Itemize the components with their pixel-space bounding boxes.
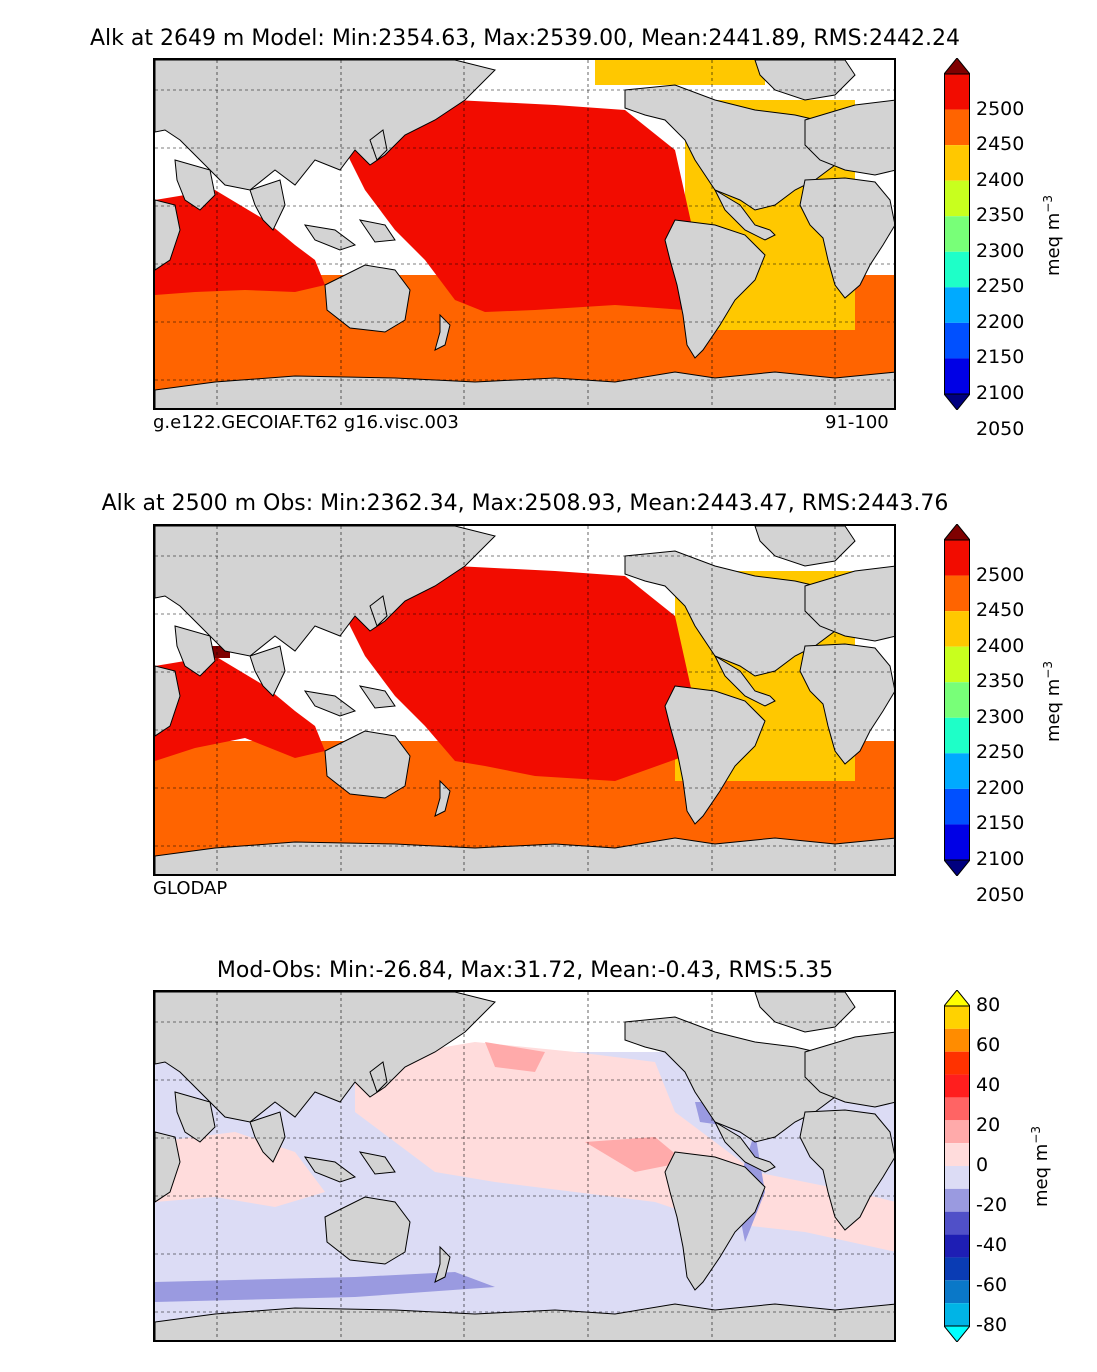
colorbar-tick-label: 2500 (976, 563, 1025, 586)
colorbar-tick-label: 2100 (976, 382, 1025, 404)
colorbar-swatch (944, 109, 970, 146)
field-arctic (595, 60, 765, 85)
colorbar-swatch (944, 717, 970, 754)
colorbar-tick-label: 2450 (976, 133, 1025, 156)
colorbar-swatch (944, 1257, 970, 1281)
colorbar (942, 57, 972, 411)
colorbar-tick-label: 2250 (976, 741, 1025, 764)
colorbar-swatch (944, 753, 970, 789)
colorbar-extend-max (942, 989, 972, 1007)
colorbar-swatch (944, 646, 970, 683)
colorbar-unit-label: meq m−3 (1041, 195, 1064, 276)
colorbar-swatch (944, 1097, 970, 1121)
year-range: 91-100 (825, 412, 889, 433)
colorbar-swatch (944, 1006, 970, 1029)
colorbar-tick-label: -20 (976, 1194, 1008, 1216)
colorbar-tick-label: 2400 (976, 168, 1025, 191)
colorbar-swatch (944, 575, 970, 612)
panel-model: Alk at 2649 m Model: Min:2354.63, Max:25… (0, 0, 1097, 460)
colorbar-extend-max (942, 523, 972, 541)
colorbar-extend-min (942, 1325, 972, 1343)
colorbar-tick-label: 2300 (976, 239, 1025, 262)
colorbar-tick-label: 2500 (976, 97, 1025, 120)
colorbar-extend-max (942, 57, 972, 75)
map-obs (153, 524, 896, 876)
colorbar (942, 989, 972, 1343)
colorbar-swatch (944, 611, 970, 647)
colorbar-swatch (944, 1234, 970, 1258)
field-indian (155, 656, 325, 761)
colorbar-tick-label: 2350 (976, 204, 1025, 227)
colorbar-swatch (944, 1166, 970, 1189)
colorbar-swatch (944, 824, 970, 860)
field-pos-strong-2 (585, 1137, 685, 1172)
colorbar-tick-label: 2050 (976, 417, 1025, 440)
colorbar-unit-label: meq m−3 (1029, 1126, 1052, 1207)
panel-title: Alk at 2649 m Model: Min:2354.63, Max:25… (89, 26, 961, 51)
colorbar-frame (944, 73, 970, 395)
colorbar-tick-label: 2250 (976, 275, 1025, 298)
panel-title: Mod-Obs: Min:-26.84, Max:31.72, Mean:-0.… (216, 958, 834, 983)
colorbar-tick-label: -80 (976, 1314, 1008, 1336)
colorbar-tick-label: -60 (976, 1274, 1008, 1296)
colorbar-tick-label: 80 (976, 994, 1001, 1016)
colorbar-tick-label: 0 (976, 1154, 989, 1176)
colorbar-swatch (944, 180, 970, 217)
field-neg-3 (155, 1272, 495, 1302)
colorbar-swatch (944, 358, 970, 394)
colorbar-tick-label: 40 (976, 1074, 1001, 1096)
colorbar-swatch (944, 1074, 970, 1098)
colorbar-tick-label: 2400 (976, 634, 1025, 657)
colorbar-swatch (944, 216, 970, 252)
panel-title: Alk at 2500 m Obs: Min:2362.34, Max:2508… (101, 491, 949, 516)
colorbar-tick-label: 60 (976, 1034, 1001, 1056)
colorbar-swatch (944, 1143, 970, 1166)
colorbar-tick-label: 2200 (976, 310, 1025, 333)
colorbar-swatch (944, 1211, 970, 1235)
colorbar-swatch (944, 322, 970, 359)
panel-diff: Mod-Obs: Min:-26.84, Max:31.72, Mean:-0.… (0, 930, 1097, 1372)
field-indian (155, 190, 325, 295)
colorbar-frame (944, 539, 970, 861)
colorbar-extend-min (942, 859, 972, 877)
field-pos-strong (485, 1042, 545, 1072)
colorbar-tick-label: 2050 (976, 883, 1025, 906)
colorbar-tick-label: -40 (976, 1234, 1008, 1256)
colorbar-tick-label: 2100 (976, 848, 1025, 870)
colorbar-swatch (944, 540, 970, 576)
colorbar (942, 523, 972, 877)
colorbar-swatch (944, 251, 970, 288)
field-pacific (335, 566, 695, 781)
map-diff (153, 990, 896, 1342)
colorbar-swatch (944, 74, 970, 110)
colorbar-swatch (944, 287, 970, 323)
panel-obs: Alk at 2500 m Obs: Min:2362.34, Max:2508… (0, 465, 1097, 925)
colorbar-tick-label: 2150 (976, 346, 1025, 369)
colorbar-swatch (944, 1028, 970, 1052)
colorbar-swatch (944, 682, 970, 718)
map-model (153, 58, 896, 410)
colorbar-tick-label: 2350 (976, 670, 1025, 693)
data-source: GLODAP (153, 878, 228, 899)
field-positive-indian (155, 1132, 325, 1207)
colorbar-tick-label: 2300 (976, 705, 1025, 728)
colorbar-swatch (944, 1303, 970, 1326)
colorbar-tick-label: 2200 (976, 776, 1025, 799)
colorbar-extend-min (942, 393, 972, 411)
colorbar-tick-label: 2150 (976, 812, 1025, 835)
colorbar-unit-label: meq m−3 (1041, 661, 1064, 742)
colorbar-swatch (944, 1051, 970, 1075)
colorbar-swatch (944, 1120, 970, 1144)
colorbar-swatch (944, 145, 970, 181)
colorbar-tick-label: 2450 (976, 599, 1025, 622)
colorbar-swatch (944, 1280, 970, 1304)
colorbar-swatch (944, 1188, 970, 1212)
colorbar-frame (944, 1005, 970, 1327)
colorbar-tick-label: 20 (976, 1114, 1001, 1136)
experiment-name: g.e122.GECOIAF.T62 g16.visc.003 (153, 412, 459, 433)
colorbar-swatch (944, 788, 970, 825)
